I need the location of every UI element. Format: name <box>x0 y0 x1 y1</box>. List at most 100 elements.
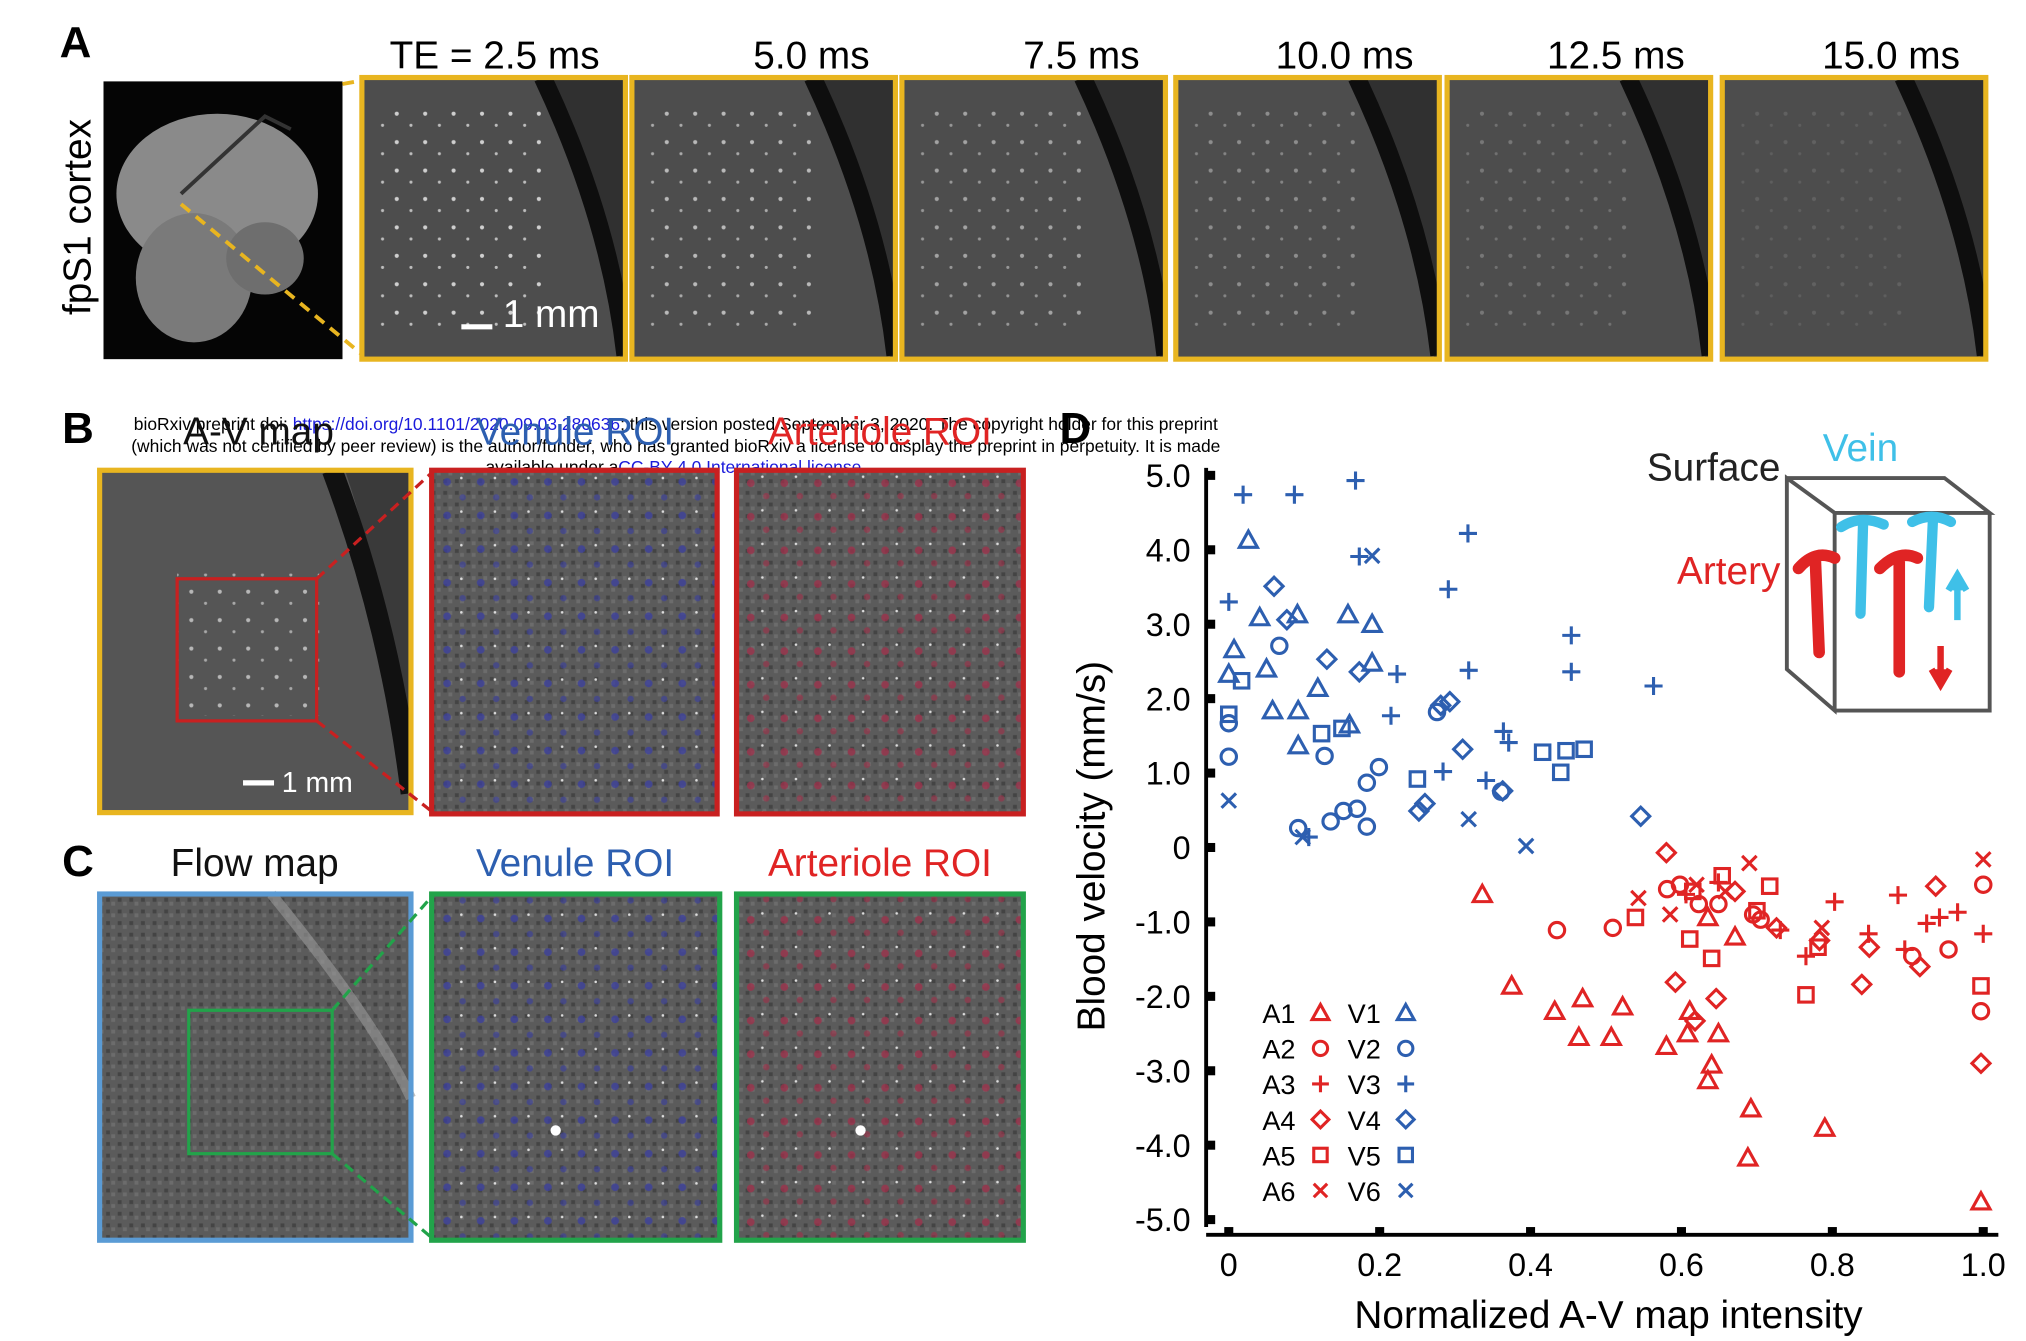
marker <box>1533 743 1552 762</box>
marker <box>1908 955 1932 978</box>
vessels <box>644 103 813 336</box>
y-tick-label: 1.0 <box>1146 756 1191 792</box>
venule-roi-image <box>429 891 723 1243</box>
marker <box>1270 636 1289 656</box>
marker <box>1348 660 1371 684</box>
panel-title: Flow map <box>171 842 339 885</box>
image-content <box>361 77 626 360</box>
marker <box>1751 910 1770 929</box>
marker <box>1696 905 1720 927</box>
marker <box>1285 485 1304 504</box>
header-line-1: bioRxiv preprint doi: https://doi.org/10… <box>134 414 1218 434</box>
legend-label: V1 <box>1348 998 1381 1029</box>
y-tick-label: 2.0 <box>1146 681 1191 717</box>
marker <box>1972 977 1990 995</box>
marker <box>1369 757 1389 777</box>
marker <box>1603 918 1623 938</box>
region-label: fpS1 cortex <box>57 119 100 315</box>
y-tick-label: 3.0 <box>1146 607 1191 643</box>
echo-image: TE = 2.5 ms <box>359 34 629 362</box>
marker <box>1974 875 1993 894</box>
image-content <box>1722 77 1986 360</box>
marker <box>1736 1145 1760 1167</box>
series <box>1655 841 1993 1075</box>
marker <box>1219 747 1239 766</box>
x-tick-label: 0.4 <box>1508 1247 1553 1283</box>
brain-render <box>103 81 343 360</box>
marker <box>1434 762 1453 781</box>
marker <box>1567 1025 1591 1047</box>
av-map-image <box>97 467 414 816</box>
dark-edge <box>534 77 626 357</box>
image-content <box>901 77 1166 360</box>
series <box>1219 471 1663 847</box>
marker <box>1312 1182 1329 1199</box>
marker <box>1713 866 1731 885</box>
echo-time-label: 5.0 ms <box>753 34 869 77</box>
marker <box>1551 763 1570 782</box>
panel-title: A-V map <box>183 410 334 453</box>
marker <box>1813 919 1831 937</box>
marker <box>1808 929 1831 952</box>
marker <box>1654 1033 1679 1055</box>
marker <box>1408 770 1427 788</box>
marker <box>1407 799 1431 823</box>
y-tick-label: -3.0 <box>1135 1053 1191 1089</box>
zoom-line <box>342 78 365 86</box>
marker <box>1688 876 1705 894</box>
marker <box>1363 547 1381 565</box>
marker <box>1796 947 1815 966</box>
inset-label: Artery <box>1677 550 1781 593</box>
echo-image: 7.5 ms <box>899 34 1169 362</box>
y-tick-label: -1.0 <box>1135 905 1191 941</box>
marker <box>1557 741 1575 760</box>
marker <box>1969 1052 1993 1075</box>
marker <box>1491 779 1514 803</box>
inset-label: Surface <box>1647 447 1781 490</box>
marker <box>1429 694 1453 717</box>
doi-link[interactable]: https://doi.org/10.1101/2020.09.03.28063… <box>293 414 620 434</box>
echo-time-label: 12.5 ms <box>1547 34 1685 77</box>
marker <box>1809 938 1827 957</box>
dark-edge <box>1074 77 1166 357</box>
marker <box>1888 886 1908 905</box>
arteriole-roi-image <box>733 467 1026 817</box>
marker <box>1696 1068 1720 1090</box>
inset-label: Vein <box>1823 427 1898 470</box>
marker <box>1315 746 1334 766</box>
marker <box>1499 733 1518 752</box>
marker <box>1306 675 1330 698</box>
marker <box>1500 973 1524 995</box>
marker <box>1350 547 1369 566</box>
marker <box>1294 828 1312 846</box>
legend-label: V6 <box>1348 1176 1381 1207</box>
image-border <box>359 74 629 362</box>
marker <box>1971 1001 1991 1021</box>
marker <box>1347 799 1367 819</box>
marker <box>1288 818 1308 838</box>
echo-time-label: 15.0 ms <box>1822 34 1960 77</box>
zoom-line <box>179 202 366 359</box>
x-tick-label: 0.2 <box>1357 1247 1402 1283</box>
panel-title: Arteriole ROI <box>768 410 992 453</box>
panel-label: A <box>60 18 92 67</box>
flow-map-image <box>97 890 416 1243</box>
echo-images: TE = 2.5 ms 5.0 ms 7.5 ms 10.0 ms 12.5 ms 15.… <box>359 34 1989 362</box>
marker <box>1336 602 1360 624</box>
marker <box>1723 924 1747 946</box>
legend-label: A3 <box>1262 1069 1295 1100</box>
legend-label: A1 <box>1262 998 1295 1029</box>
marker <box>1397 1182 1414 1199</box>
series <box>1217 527 1384 755</box>
marker <box>1680 930 1699 948</box>
series <box>1470 882 1993 1211</box>
vessels <box>374 103 543 336</box>
legend-label: A2 <box>1262 1034 1295 1065</box>
legend-label: V4 <box>1348 1105 1381 1136</box>
marker <box>1234 485 1253 504</box>
marker <box>1683 1009 1707 1033</box>
marker <box>1254 656 1279 678</box>
image-content <box>1447 77 1711 360</box>
vessels <box>1188 103 1357 336</box>
scale-bar-label: 1 mm <box>503 293 600 336</box>
